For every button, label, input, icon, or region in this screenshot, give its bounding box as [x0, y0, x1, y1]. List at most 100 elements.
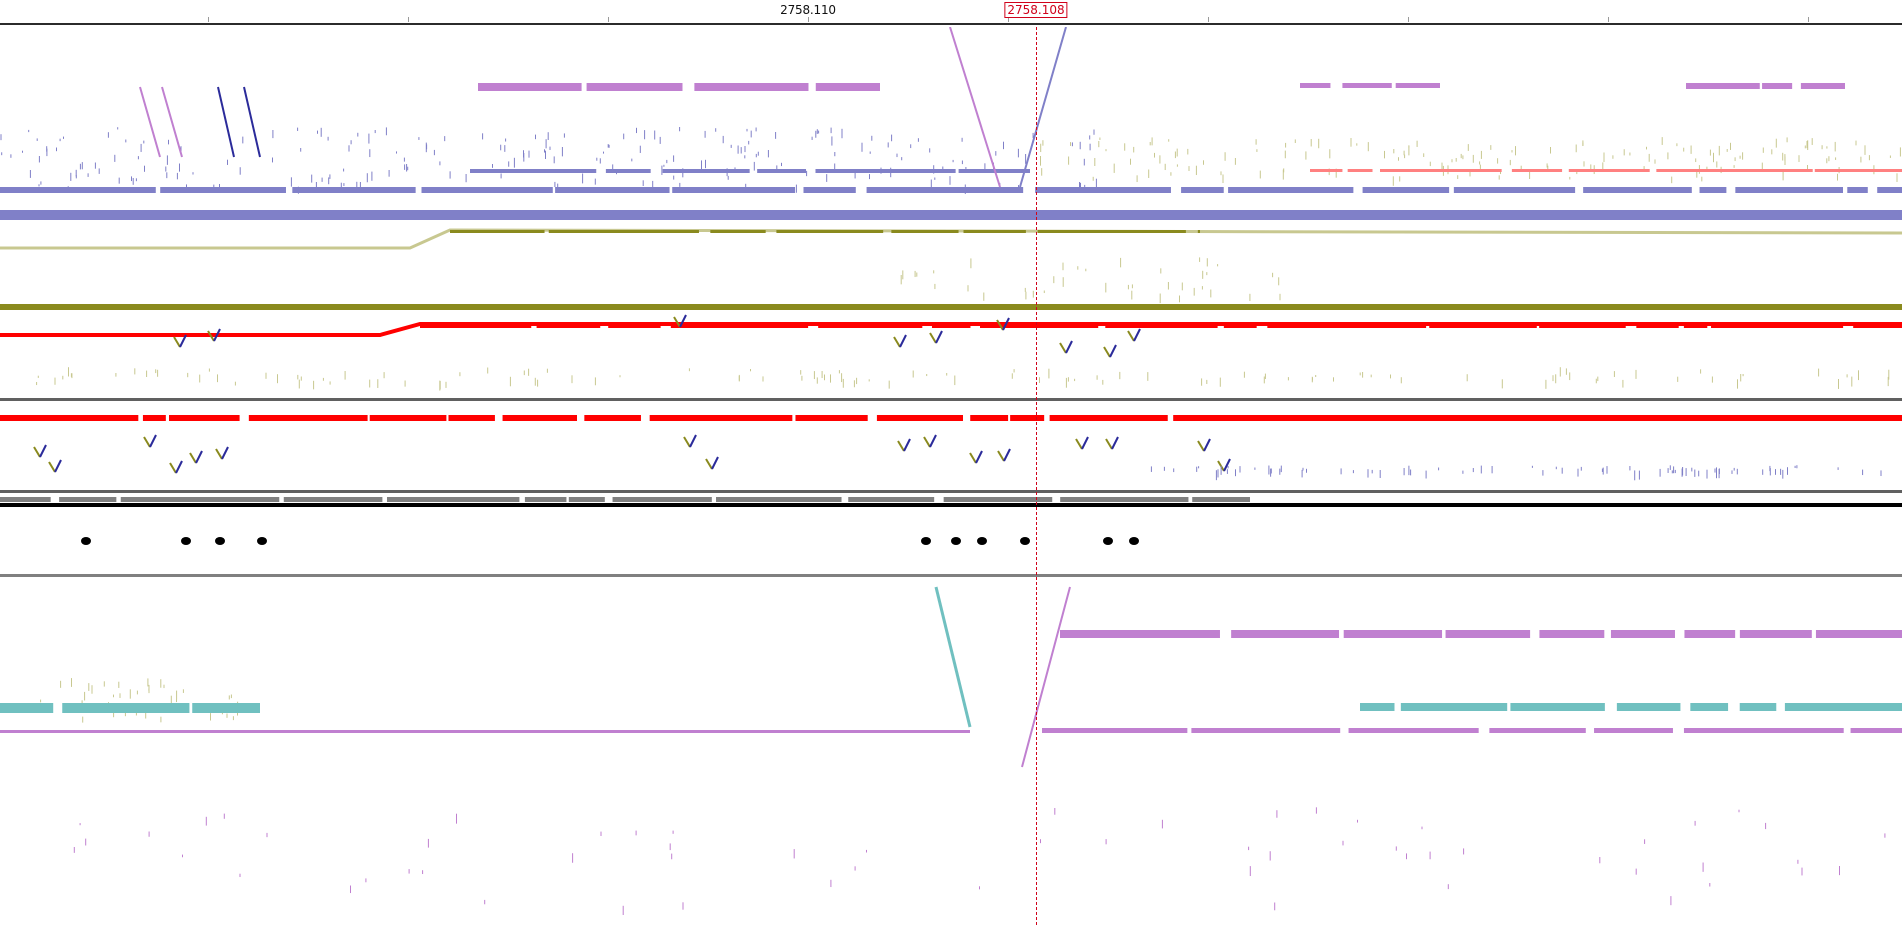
olive-read [1188, 166, 1190, 171]
cursor-line[interactable] [1036, 27, 1037, 925]
blue-read [114, 154, 116, 162]
alignment-chevron [39, 444, 47, 458]
blue-read [1227, 465, 1229, 469]
blue-read [213, 184, 215, 189]
olive-read [1855, 140, 1857, 146]
olive-alignment-band [1037, 230, 1186, 233]
olive-read [1384, 150, 1385, 159]
alignment-tracks-canvas[interactable] [0, 27, 1902, 925]
olive-read [119, 693, 121, 698]
coverage-dot [1103, 537, 1113, 545]
olive-read [1860, 156, 1862, 163]
gray-alignment-band [386, 497, 520, 502]
olive-read [1168, 139, 1170, 142]
olive-alignment-band [1197, 230, 1200, 233]
blue-read [811, 136, 813, 140]
alignment-chevron [923, 436, 931, 448]
olive-read [1167, 282, 1169, 290]
olive-read [1217, 264, 1219, 267]
blue-read [135, 178, 137, 182]
olive-read [1243, 371, 1245, 378]
blue-read [1733, 467, 1735, 471]
cyan-alignment-band [1616, 703, 1681, 711]
position-ruler[interactable]: 2758.110 2758.108 [0, 0, 1902, 27]
blue-read [949, 176, 951, 185]
blue-read [369, 149, 371, 158]
blue-read [1629, 466, 1631, 471]
olive-read [1294, 139, 1296, 144]
alignment-chevron [1065, 340, 1073, 354]
olive-read [1174, 151, 1176, 159]
olive-read [983, 292, 985, 301]
alignment-chevron [195, 450, 203, 464]
alignment-chevron [207, 330, 215, 342]
coverage-dot [1129, 537, 1139, 545]
blue-read [795, 184, 797, 193]
blue-read [1769, 468, 1771, 476]
blue-read [545, 150, 546, 159]
blue-read [328, 177, 330, 185]
olive-read [136, 690, 138, 695]
purple-read [408, 869, 410, 874]
black-base-band [0, 503, 1902, 507]
purple-read [600, 831, 602, 836]
purple-read [1269, 851, 1271, 861]
olive-read [1782, 171, 1784, 181]
olive-read [853, 380, 855, 388]
blue-read [553, 156, 555, 164]
olive-read [1472, 154, 1474, 163]
olive-read [1739, 155, 1741, 159]
olive-read [523, 370, 525, 376]
olive-read [1737, 379, 1738, 389]
ruler-tick [208, 17, 209, 22]
olive-alignment-band [891, 230, 959, 233]
purple-read [854, 866, 856, 871]
olive-read [445, 381, 447, 388]
cursor-position-readout: 2758.108 [1004, 2, 1068, 18]
purple-read [1694, 820, 1696, 826]
olive-read [1462, 155, 1464, 160]
blue-read [131, 176, 132, 182]
blue-read [1638, 470, 1640, 480]
olive-read [1460, 153, 1462, 159]
purple-alignment-band [1850, 728, 1902, 733]
blue-read [1367, 469, 1369, 478]
blue-read [757, 151, 759, 156]
olive-read [1042, 140, 1044, 146]
olive-read [1761, 162, 1763, 172]
red-alignment-band [1105, 322, 1218, 328]
olive-read [1858, 370, 1859, 381]
olive-read [1648, 153, 1650, 162]
blue-read [748, 140, 750, 145]
blue-read [505, 138, 507, 142]
alignment-chevron [929, 332, 937, 344]
blue-read [1542, 470, 1544, 476]
red-alignment-band [876, 415, 963, 421]
olive-read [54, 377, 56, 385]
alignment-chevron [169, 462, 177, 474]
red-alignment-band [142, 415, 166, 421]
purple-alignment-band [586, 83, 683, 91]
olive-read [1195, 165, 1197, 176]
purple-alignment-band [1060, 630, 1220, 638]
alignment-chevron [1075, 438, 1083, 450]
blue-read [1352, 470, 1354, 474]
olive-read [1335, 168, 1337, 178]
blue-read [659, 136, 661, 144]
blue-read [482, 133, 484, 140]
olive-read [842, 378, 844, 388]
blue-read [1371, 469, 1373, 474]
olive-read [1043, 290, 1045, 294]
olive-read [1206, 258, 1208, 267]
blue-read [715, 128, 717, 132]
purple-alignment-band [1489, 728, 1586, 733]
blue-read [1198, 466, 1200, 469]
blue-read [1602, 467, 1604, 475]
olive-read [71, 373, 73, 379]
olive-read [1569, 372, 1571, 381]
blue-read [107, 132, 109, 138]
olive-read [1404, 154, 1406, 159]
blue-read [745, 183, 747, 189]
olive-read [176, 690, 178, 700]
olive-read [1676, 143, 1678, 147]
